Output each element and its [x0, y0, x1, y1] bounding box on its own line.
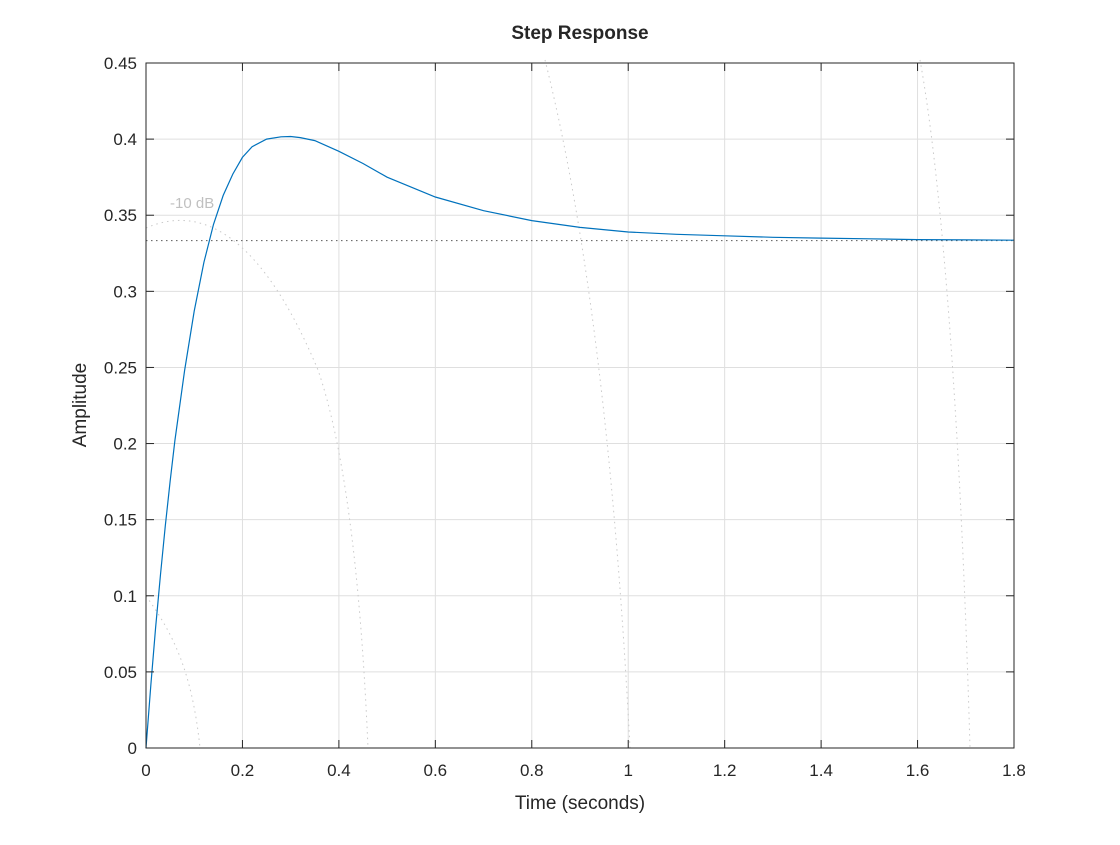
grid-reference-curves — [145, 59, 1014, 749]
x-tick-label: 0 — [141, 761, 150, 780]
grid-layer — [146, 63, 1014, 748]
x-tick-label: 0.6 — [424, 761, 448, 780]
grid-reference-curve — [919, 59, 971, 749]
axes-frame — [145, 62, 1015, 749]
x-tick-label: 1.8 — [1002, 761, 1026, 780]
x-tick-labels: 0 0.2 0.4 0.6 0.8 1 1.2 1.4 1.6 1.8 — [141, 761, 1026, 780]
y-tick-label: 0.35 — [104, 206, 137, 225]
y-axis-label: Amplitude — [70, 363, 91, 448]
x-axis-label: Time (seconds) — [515, 793, 645, 814]
y-tick-label: 0.15 — [104, 511, 137, 530]
y-tick-label: 0.25 — [104, 358, 137, 377]
x-tick-label: 1.2 — [713, 761, 737, 780]
grid-reference-curve — [544, 59, 631, 749]
x-tick-label: 1.6 — [906, 761, 930, 780]
x-tick-label: 1 — [623, 761, 632, 780]
grid-reference-curve — [145, 595, 201, 749]
grid-annotation: -10 dB — [170, 195, 214, 212]
y-tick-label: 0.4 — [113, 130, 137, 149]
grid-reference-curve — [145, 219, 369, 749]
series-layer — [145, 135, 1015, 749]
plot-area-background — [146, 63, 1014, 748]
step-response-line — [145, 135, 1015, 749]
y-tick-label: 0.2 — [113, 435, 137, 454]
x-tick-label: 0.2 — [231, 761, 255, 780]
y-tick-label: 0.45 — [104, 54, 137, 73]
y-tick-label: 0.3 — [113, 282, 137, 301]
y-tick-label: 0.05 — [104, 663, 137, 682]
y-tick-labels: 0 0.05 0.1 0.15 0.2 0.25 0.3 0.35 0.4 0.45 — [104, 54, 137, 758]
chart-title: Step Response — [511, 23, 648, 44]
x-tick-label: 0.8 — [520, 761, 544, 780]
x-tick-label: 1.4 — [809, 761, 833, 780]
y-tick-label: 0.1 — [113, 587, 137, 606]
tick-layer — [145, 62, 1015, 749]
y-tick-label: 0 — [128, 739, 137, 758]
x-tick-label: 0.4 — [327, 761, 351, 780]
